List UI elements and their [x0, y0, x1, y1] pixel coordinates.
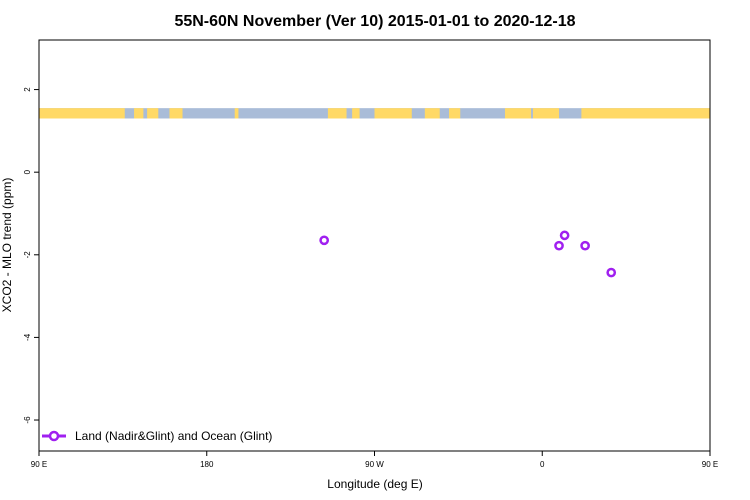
land-segment [169, 108, 183, 119]
land-segment [234, 108, 239, 119]
y-tick-label: -2 [23, 251, 32, 259]
x-tick-label: 90 W [365, 460, 384, 469]
x-axis: 90 E 180 90 W 0 90 E [31, 451, 718, 469]
y-tick-label: 2 [23, 87, 32, 92]
x-tick-label: 90 E [702, 460, 718, 469]
y-tick-label: -4 [23, 333, 32, 341]
data-point [606, 267, 617, 278]
land-segment [449, 108, 461, 119]
data-point [559, 230, 570, 241]
land-ocean-strip [39, 108, 710, 119]
y-axis-label: XCO2 - MLO trend (ppm) [0, 178, 14, 313]
land-segment [352, 108, 360, 119]
data-points [319, 230, 617, 278]
land-segment [374, 108, 412, 119]
x-tick-label: 0 [540, 460, 545, 469]
y-axis: 2 0 -2 -4 -6 [23, 87, 39, 424]
land-segment [39, 108, 125, 119]
land-segment [424, 108, 440, 119]
chart-title: 55N-60N November (Ver 10) 2015-01-01 to … [174, 13, 575, 30]
land-segment [504, 108, 532, 119]
data-point [554, 240, 564, 251]
x-tick-label: 90 E [31, 460, 47, 469]
y-tick-label: 0 [23, 169, 32, 174]
data-point [319, 235, 330, 246]
legend-label: Land (Nadir&Glint) and Ocean (Glint) [75, 429, 272, 443]
land-segment [532, 108, 560, 119]
land-segment [327, 108, 347, 119]
x-axis-label: Longitude (deg E) [327, 477, 422, 491]
land-segment [147, 108, 159, 119]
data-point [580, 240, 590, 251]
land-segment [581, 108, 710, 119]
y-tick-label: -6 [23, 416, 32, 424]
legend: Land (Nadir&Glint) and Ocean (Glint) [42, 429, 272, 443]
land-segment [134, 108, 144, 119]
x-tick-label: 180 [200, 460, 214, 469]
plot-frame [38, 39, 711, 452]
legend-marker [48, 430, 60, 442]
